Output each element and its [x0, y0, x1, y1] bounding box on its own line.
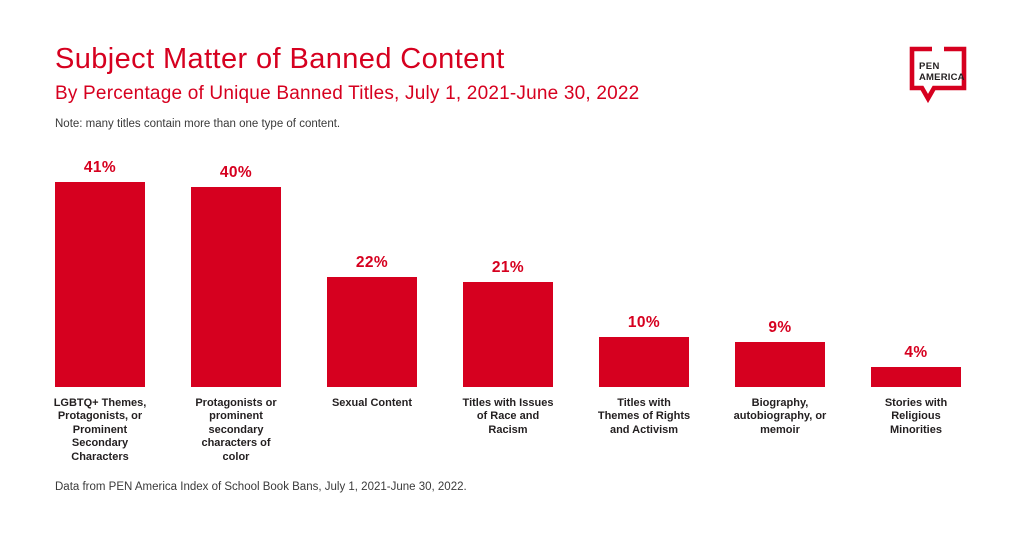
bar-value-label: 9% — [768, 319, 792, 336]
bar-category-label: Sexual Content — [331, 397, 413, 409]
bar — [191, 187, 281, 387]
bar-category-label: Protagonists or prominent secondary char… — [195, 397, 277, 463]
bar — [871, 367, 961, 387]
chart-note: Note: many titles contain more than one … — [55, 117, 341, 130]
pen-america-logo: PEN AMERICA — [905, 45, 971, 105]
logo-line2: AMERICA — [919, 72, 965, 83]
bar-column-biography: 9% — [735, 319, 825, 387]
bar-column-protagonists-of-color: 40% — [191, 164, 281, 387]
source-note: Data from PEN America Index of School Bo… — [55, 481, 467, 493]
bar-category-label: LGBTQ+ Themes, Protagonists, or Prominen… — [53, 397, 147, 463]
bar-column-race-racism: 21% — [463, 259, 553, 387]
chart-title: Subject Matter of Banned Content — [55, 43, 505, 75]
bar-category-label: Biography, autobiography, or memoir — [733, 397, 827, 436]
speech-bubble-icon: PEN AMERICA — [909, 46, 967, 104]
category-cell: Biography, autobiography, or memoir — [734, 397, 827, 464]
bar — [599, 337, 689, 387]
bar-category-label: Titles with Themes of Rights and Activis… — [597, 397, 691, 436]
bar-category-label: Stories with Religious Minorities — [884, 397, 948, 436]
bar-value-label: 21% — [491, 259, 525, 276]
bar-column-religious-minorities: 4% — [871, 344, 961, 387]
bar — [735, 342, 825, 387]
category-labels-row: LGBTQ+ Themes, Protagonists, or Prominen… — [54, 397, 961, 464]
category-cell: Titles with Themes of Rights and Activis… — [598, 397, 690, 464]
bar-column-lgbtq: 41% — [55, 159, 145, 387]
category-cell: LGBTQ+ Themes, Protagonists, or Prominen… — [54, 397, 147, 464]
chart-header: Subject Matter of Banned Content By Perc… — [55, 43, 640, 130]
bar — [463, 282, 553, 387]
bar-value-label: 4% — [904, 344, 928, 361]
bar-value-label: 10% — [627, 314, 661, 331]
category-cell: Titles with Issues of Race and Racism — [463, 397, 554, 464]
logo-line1: PEN — [919, 61, 940, 72]
category-cell: Sexual Content — [327, 397, 417, 464]
category-cell: Protagonists or prominent secondary char… — [191, 397, 281, 464]
bars-row: 41% 40% 22% 21% 10% 9% 4% — [55, 159, 961, 387]
bar-column-sexual-content: 22% — [327, 254, 417, 387]
chart-subtitle: By Percentage of Unique Banned Titles, J… — [55, 82, 640, 104]
bar — [327, 277, 417, 387]
bar-value-label: 22% — [355, 254, 389, 271]
category-cell: Stories with Religious Minorities — [871, 397, 961, 464]
bar-column-rights-activism: 10% — [599, 314, 689, 387]
bar-value-label: 40% — [219, 164, 253, 181]
bar — [55, 182, 145, 387]
bar-value-label: 41% — [83, 159, 117, 176]
bar-chart: 41% 40% 22% 21% 10% 9% 4% LGBTQ+ — [54, 159, 961, 464]
bar-category-label: Titles with Issues of Race and Racism — [462, 397, 554, 436]
